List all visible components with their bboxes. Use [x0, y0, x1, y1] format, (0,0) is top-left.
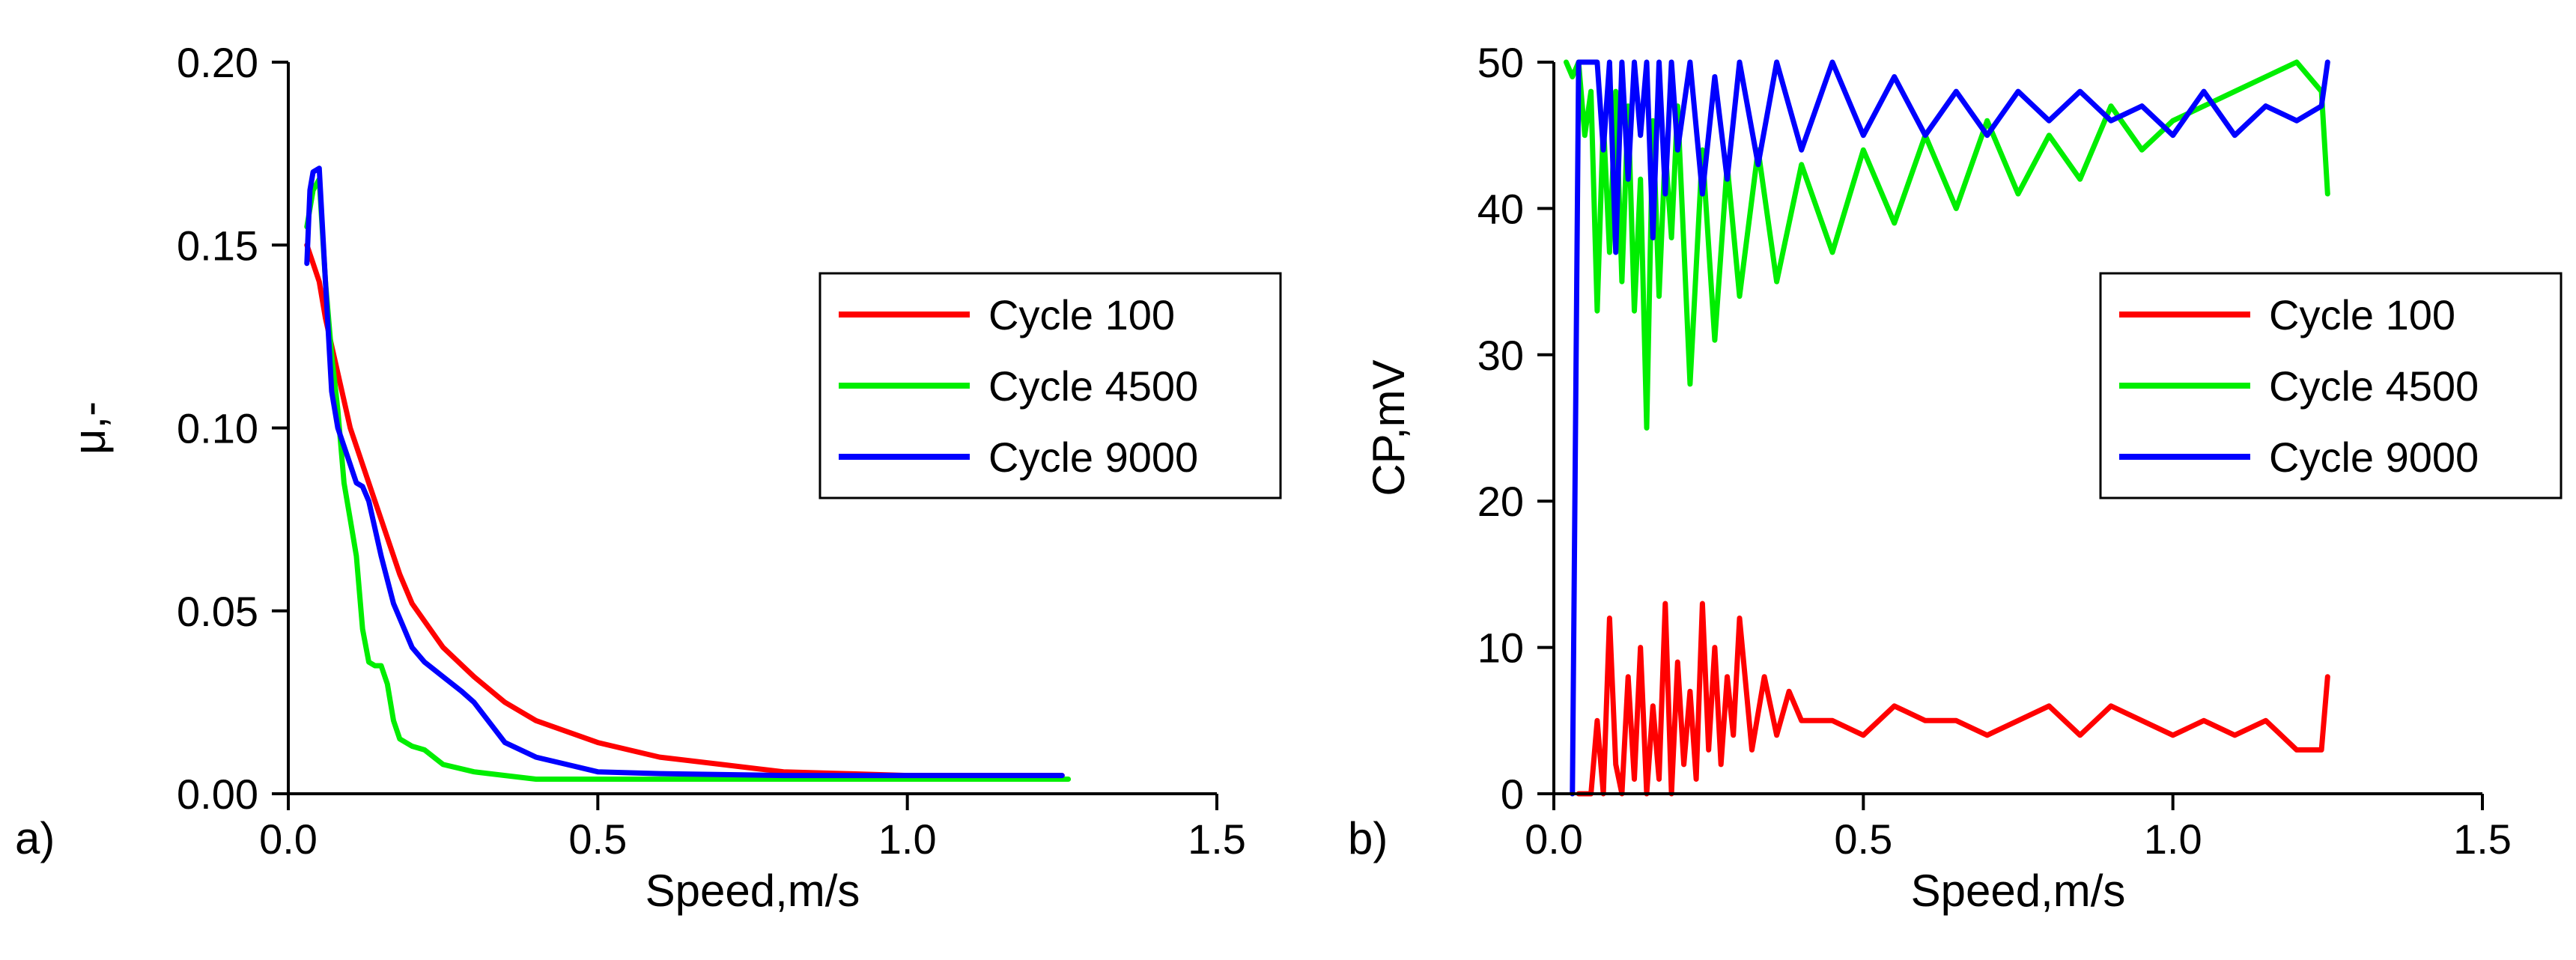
x-tick-label: 0.0: [259, 815, 318, 863]
series-line-cycle-9000: [1570, 59, 2330, 797]
x-axis-label: Speed,m/s: [1911, 866, 2126, 916]
legend: Cycle 100 Cycle 4500 Cycle 9000: [818, 272, 1282, 499]
legend-label: Cycle 4500: [2269, 362, 2479, 410]
y-tick-label: 0.05: [177, 588, 258, 635]
legend-label: Cycle 100: [988, 291, 1175, 338]
x-tick-label: 1.0: [878, 815, 937, 863]
legend: Cycle 100 Cycle 4500 Cycle 9000: [2099, 272, 2563, 499]
y-tick-label: 10: [1477, 625, 1524, 672]
x-tick-label: 1.5: [1188, 815, 1246, 863]
y-axis-label: μ,-: [64, 401, 115, 455]
x-tick-label: 0.0: [1525, 815, 1583, 863]
y-tick-label: 0: [1501, 771, 1524, 818]
legend-label: Cycle 9000: [988, 434, 1198, 481]
chart-panel-2: 0.0 0.5 1.0 1.5 0 10 20 30 40 50 Speed,m/s CP,mV b) C…: [1348, 39, 2563, 916]
chart-panel-1: 0.0 0.5 1.0 1.5 0.00 0.05 0.10 0.15 0.20 Speed,m/…: [15, 39, 1282, 916]
x-tick-label: 0.5: [568, 815, 627, 863]
y-tick-label: 40: [1477, 185, 1524, 232]
y-tick-label: 0.10: [177, 405, 258, 452]
x-tick-label: 0.5: [1834, 815, 1892, 863]
y-tick-label: 0.15: [177, 222, 258, 269]
y-tick-label: 20: [1477, 478, 1524, 525]
x-tick-label: 1.5: [2453, 815, 2512, 863]
series-line-cycle-4500: [304, 176, 1072, 782]
y-tick-label: 30: [1477, 332, 1524, 379]
y-axis-label: CP,mV: [1364, 359, 1414, 496]
legend-box: [2099, 272, 2563, 499]
y-tick-label: 50: [1477, 39, 1524, 86]
series-line-cycle-100: [1576, 601, 2330, 797]
y-tick-label: 0.00: [177, 771, 258, 818]
x-axis-label: Speed,m/s: [645, 866, 860, 916]
series-line-cycle-9000: [304, 165, 1065, 779]
y-tick-label: 0.20: [177, 39, 258, 86]
panel-label: a): [15, 813, 55, 863]
x-tick-label: 1.0: [2144, 815, 2202, 863]
legend-label: Cycle 4500: [988, 362, 1198, 410]
legend-label: Cycle 9000: [2269, 434, 2479, 481]
panel-label: b): [1348, 813, 1388, 863]
legend-label: Cycle 100: [2269, 291, 2455, 338]
